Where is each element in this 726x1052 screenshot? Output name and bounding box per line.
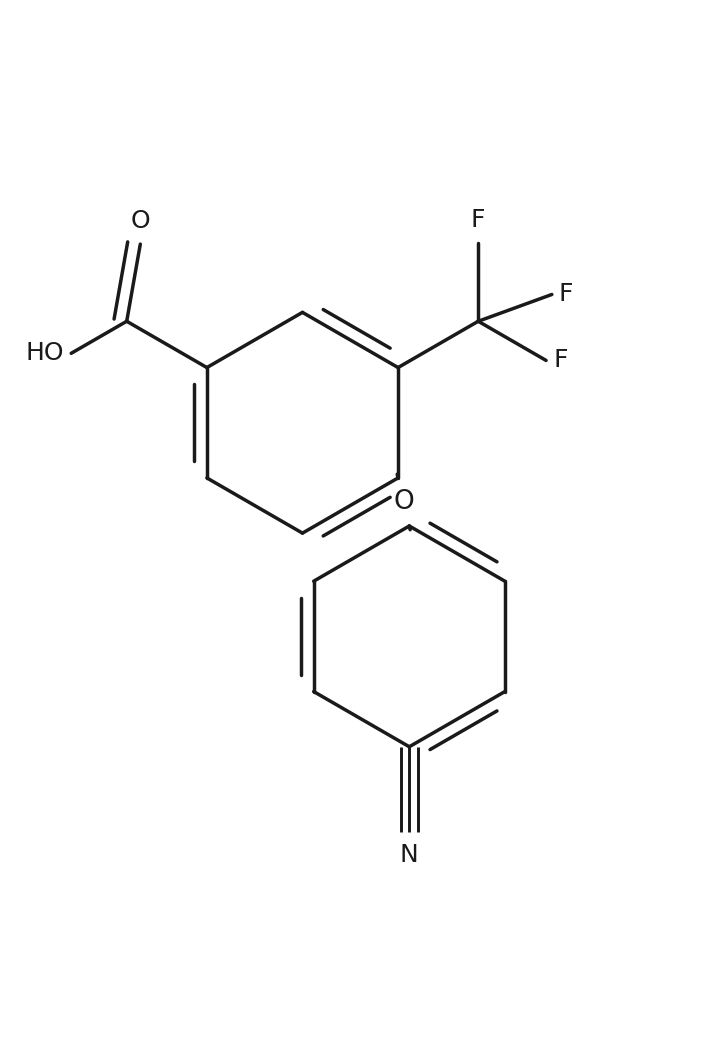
Text: F: F xyxy=(553,348,568,372)
Text: F: F xyxy=(559,283,574,306)
Text: N: N xyxy=(400,843,419,867)
Text: O: O xyxy=(131,209,150,234)
Text: O: O xyxy=(393,489,414,515)
Text: F: F xyxy=(471,208,486,232)
Text: HO: HO xyxy=(25,341,64,365)
